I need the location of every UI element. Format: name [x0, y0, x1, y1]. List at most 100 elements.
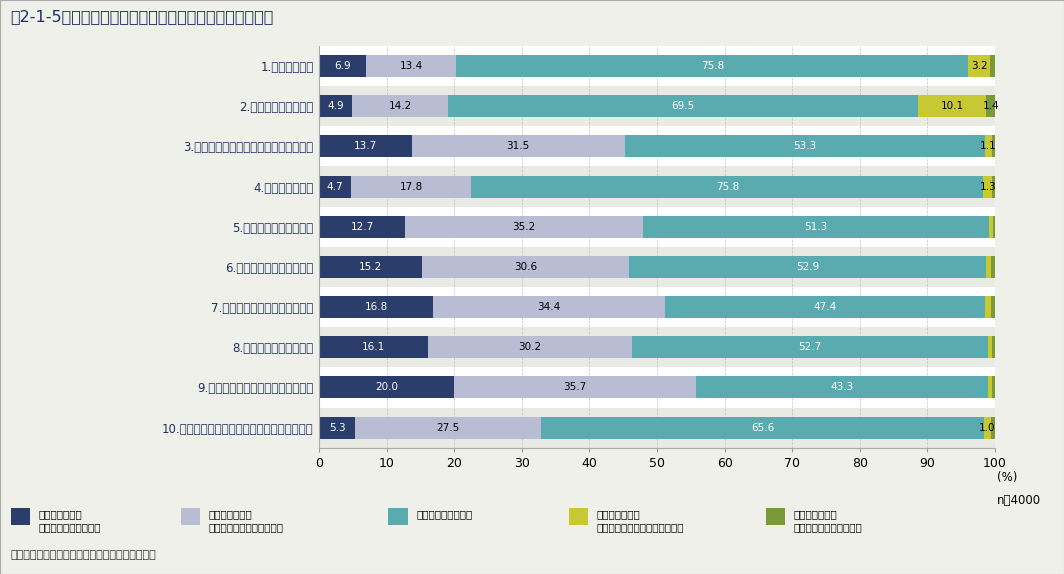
Bar — [625, 135, 984, 157]
Bar — [696, 377, 988, 398]
Bar — [319, 46, 995, 86]
Text: 震災前よりも、
重視しないようになった: 震災前よりも、 重視しないようになった — [794, 509, 863, 532]
Text: 15.2: 15.2 — [359, 262, 382, 272]
Bar — [433, 296, 665, 318]
Text: 75.8: 75.8 — [716, 181, 738, 192]
Bar — [984, 135, 992, 157]
Text: 1.1: 1.1 — [980, 141, 997, 152]
Bar — [992, 135, 996, 157]
Text: 52.7: 52.7 — [798, 342, 821, 352]
Bar — [319, 86, 995, 126]
Text: 16.1: 16.1 — [362, 342, 385, 352]
Text: 12.7: 12.7 — [350, 222, 373, 232]
Text: 43.3: 43.3 — [830, 382, 853, 393]
Text: 35.2: 35.2 — [512, 222, 535, 232]
Text: 資料：みずほ情報総研株式会社（平成２４年度）: 資料：みずほ情報総研株式会社（平成２４年度） — [11, 550, 156, 560]
Bar — [319, 126, 995, 166]
Bar — [319, 336, 428, 358]
Bar — [983, 176, 992, 197]
Bar — [918, 95, 986, 117]
Bar — [968, 55, 991, 77]
Bar — [629, 256, 986, 278]
Text: 6.9: 6.9 — [334, 61, 351, 71]
Bar — [422, 256, 629, 278]
Text: 75.8: 75.8 — [701, 61, 724, 71]
Bar — [319, 55, 366, 77]
Bar — [541, 417, 984, 439]
Bar — [986, 95, 996, 117]
Bar — [632, 336, 988, 358]
Bar — [319, 95, 352, 117]
Text: 図2-1-5　東日本大震災を境に重視するようになったこと: 図2-1-5 東日本大震災を境に重視するようになったこと — [11, 9, 275, 24]
Bar — [984, 417, 991, 439]
Bar — [992, 176, 996, 197]
Bar — [992, 256, 996, 278]
Bar — [471, 176, 983, 197]
Bar — [355, 417, 541, 439]
Bar — [319, 377, 454, 398]
Bar — [319, 287, 995, 327]
Bar — [366, 55, 456, 77]
Text: 65.6: 65.6 — [751, 422, 774, 433]
Bar — [428, 336, 632, 358]
Text: 震災前よりも、
多少重視するようになった: 震災前よりも、 多少重視するようになった — [209, 509, 283, 532]
Bar — [319, 408, 995, 448]
Bar — [351, 176, 471, 197]
Text: 4.7: 4.7 — [327, 181, 344, 192]
Text: 1.0: 1.0 — [979, 422, 996, 433]
Bar — [319, 247, 995, 287]
Bar — [643, 216, 990, 238]
Text: 3.2: 3.2 — [971, 61, 987, 71]
Text: 52.9: 52.9 — [796, 262, 819, 272]
Text: 14.2: 14.2 — [388, 101, 412, 111]
Text: 35.7: 35.7 — [563, 382, 586, 393]
Text: 47.4: 47.4 — [814, 302, 837, 312]
Text: 1.3: 1.3 — [980, 181, 996, 192]
Bar — [456, 55, 968, 77]
Text: 10.1: 10.1 — [941, 101, 964, 111]
Bar — [319, 327, 995, 367]
Text: 30.6: 30.6 — [514, 262, 537, 272]
Bar — [319, 166, 995, 207]
Bar — [319, 256, 422, 278]
Text: 69.5: 69.5 — [671, 101, 695, 111]
Text: 震災前よりも、
重視するようになった: 震災前よりも、 重視するようになった — [38, 509, 101, 532]
Text: 34.4: 34.4 — [537, 302, 561, 312]
Bar — [319, 216, 405, 238]
Bar — [319, 135, 412, 157]
Bar — [988, 336, 992, 358]
Text: 13.4: 13.4 — [399, 61, 422, 71]
Bar — [665, 296, 985, 318]
Bar — [319, 296, 433, 318]
Text: 30.2: 30.2 — [518, 342, 542, 352]
Text: 53.3: 53.3 — [793, 141, 816, 152]
Text: 震災前よりも、
あまり重視しないようになった: 震災前よりも、 あまり重視しないようになった — [597, 509, 684, 532]
Bar — [992, 377, 995, 398]
Bar — [988, 377, 992, 398]
Text: 5.3: 5.3 — [329, 422, 346, 433]
Bar — [319, 367, 995, 408]
Bar — [405, 216, 643, 238]
Text: 51.3: 51.3 — [804, 222, 828, 232]
Text: 17.8: 17.8 — [399, 181, 422, 192]
Bar — [319, 417, 355, 439]
Bar — [454, 377, 696, 398]
Bar — [991, 296, 995, 318]
Bar — [993, 216, 995, 238]
Bar — [448, 95, 918, 117]
Bar — [352, 95, 448, 117]
Text: 4.9: 4.9 — [328, 101, 344, 111]
Text: 31.5: 31.5 — [506, 141, 530, 152]
Bar — [986, 256, 992, 278]
Text: (%): (%) — [997, 471, 1017, 484]
Text: 13.7: 13.7 — [354, 141, 377, 152]
Bar — [319, 176, 351, 197]
Text: 1.4: 1.4 — [982, 101, 999, 111]
Text: 16.8: 16.8 — [364, 302, 387, 312]
Text: 震災前と変わらない: 震災前と変わらない — [416, 509, 472, 519]
Text: 27.5: 27.5 — [436, 422, 460, 433]
Bar — [985, 296, 991, 318]
Bar — [992, 336, 996, 358]
Bar — [412, 135, 625, 157]
Bar — [319, 207, 995, 247]
